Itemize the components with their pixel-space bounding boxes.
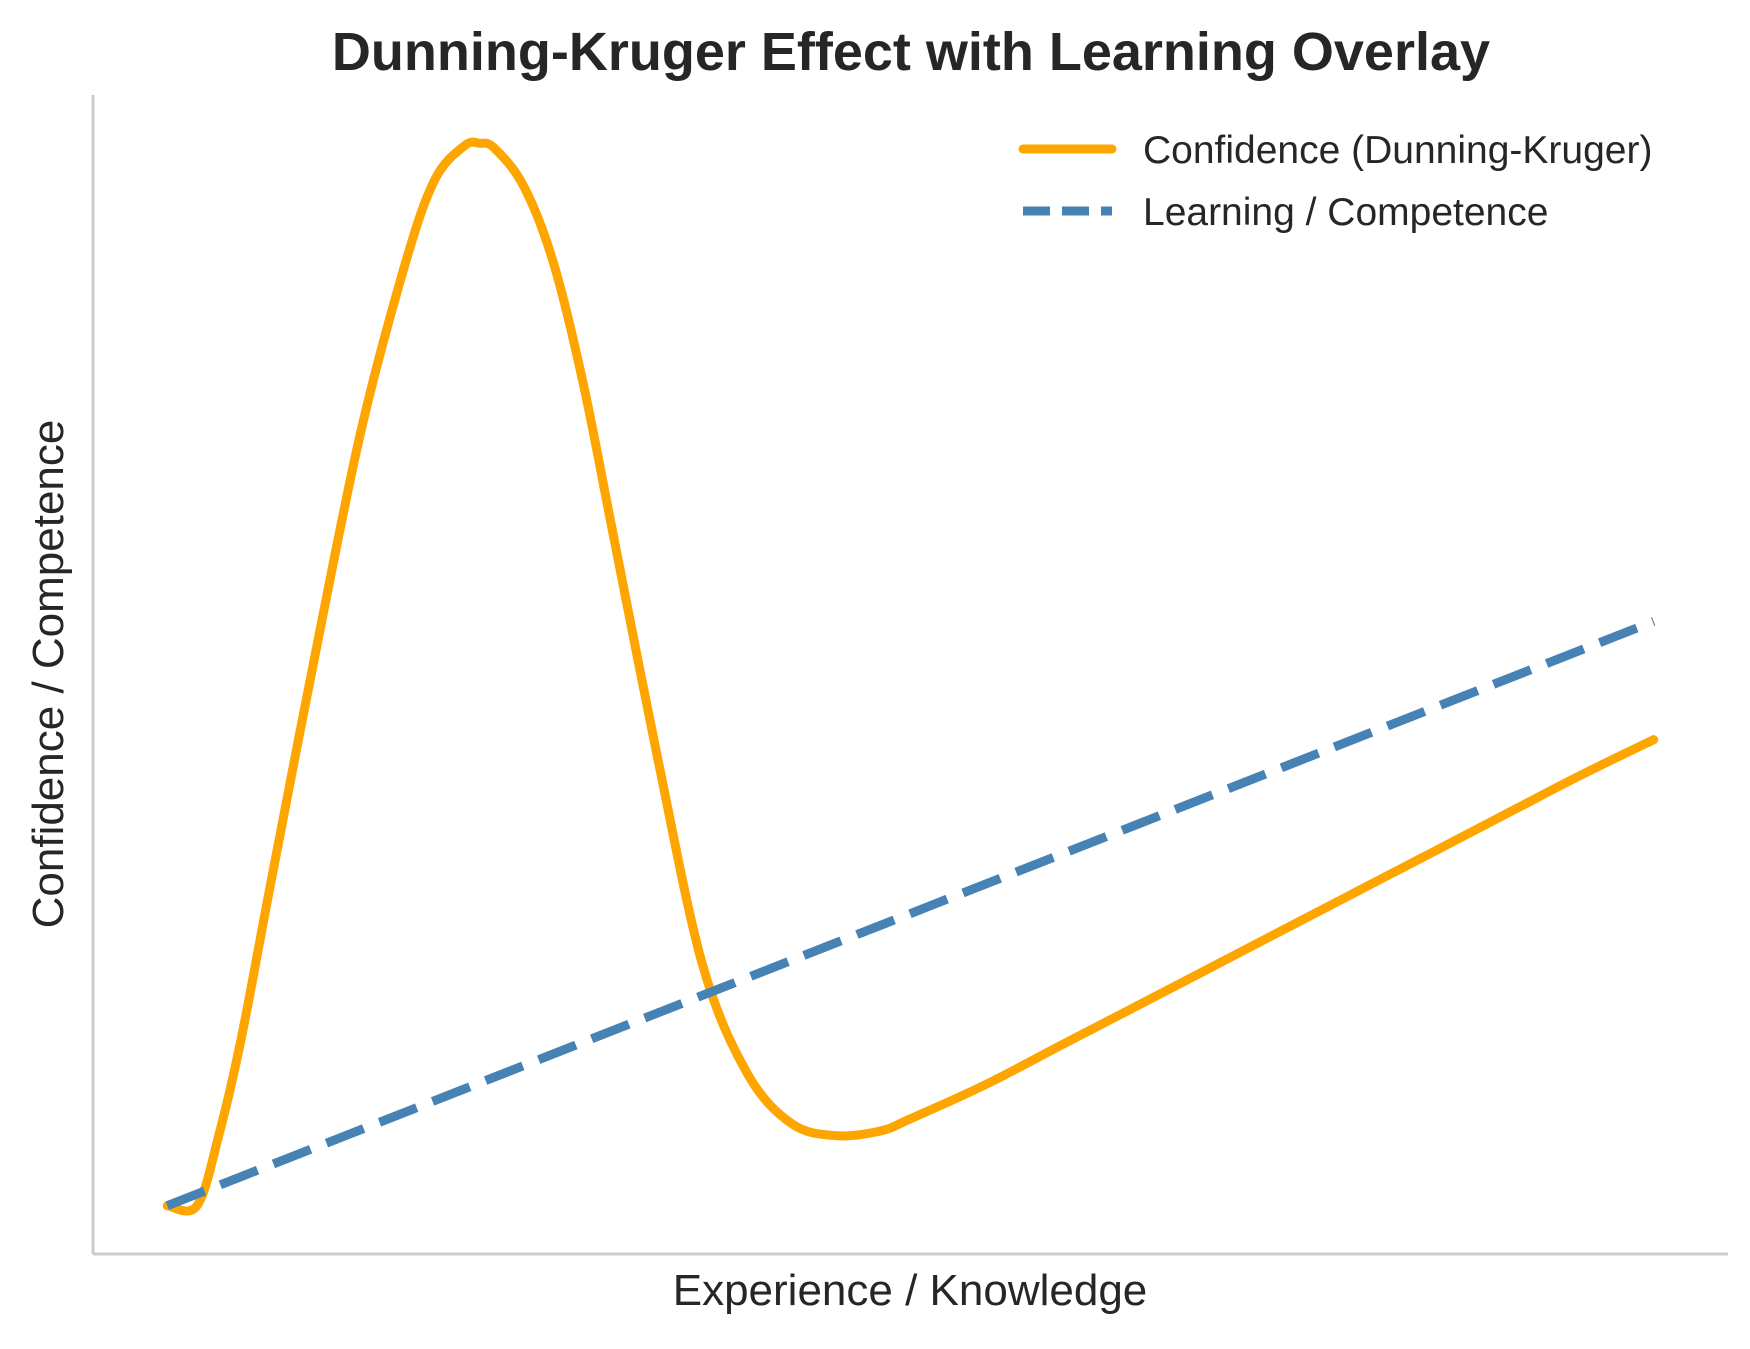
y-axis-label: Confidence / Competence [24, 420, 73, 929]
legend: Confidence (Dunning-Kruger) Learning / C… [1018, 129, 1652, 234]
series-line-learning [165, 617, 1656, 1210]
x-axis-label: Experience / Knowledge [673, 1266, 1148, 1315]
series-layer [162, 137, 1659, 1216]
legend-label-confidence: Confidence (Dunning-Kruger) [1143, 129, 1652, 172]
legend-label-learning: Learning / Competence [1143, 191, 1548, 234]
chart-title: Dunning-Kruger Effect with Learning Over… [332, 22, 1490, 82]
series-line-confidence [162, 137, 1659, 1216]
